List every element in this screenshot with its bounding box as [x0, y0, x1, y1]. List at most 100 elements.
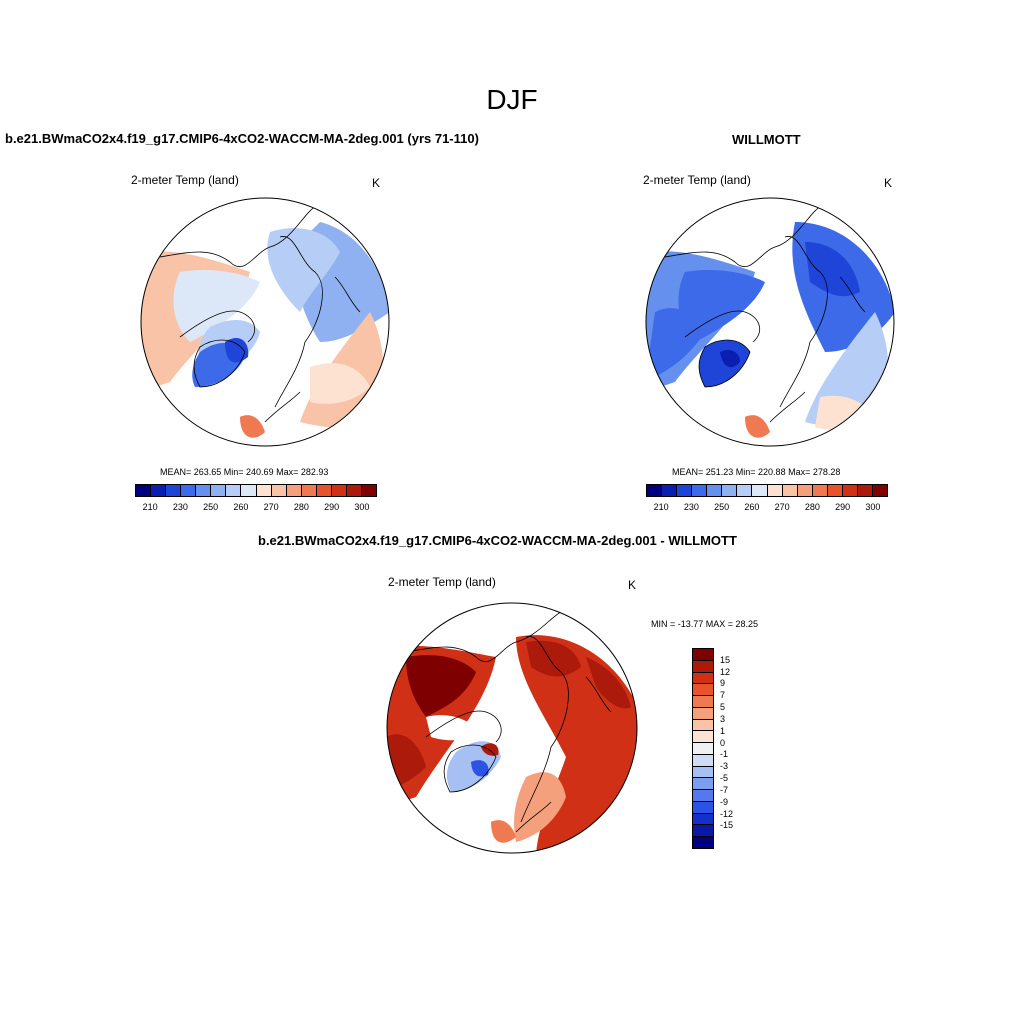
colorbar-swatch [693, 660, 713, 673]
obs-europe-region [745, 415, 770, 438]
colorbar-swatch [812, 485, 828, 496]
colorbar-swatch [797, 485, 813, 496]
colorbar-tick-label: -5 [720, 773, 729, 784]
colorbar-swatch [693, 649, 713, 661]
colorbar-swatch [361, 485, 376, 496]
diff-stats-text: MIN = -13.77 MAX = 28.25 [651, 619, 759, 629]
colorbar-tick-label: 280 [293, 502, 309, 512]
model-stats-text: MEAN= 263.65 Min= 240.69 Max= 282.93 [160, 467, 329, 477]
colorbar-tick-label: 230 [683, 502, 699, 512]
colorbar-tick-label: 15 [720, 654, 731, 665]
colorbar-swatch [767, 485, 783, 496]
colorbar-tick-label: 300 [865, 502, 881, 512]
colorbar-swatch [662, 485, 678, 496]
colorbar-swatch [693, 743, 713, 755]
colorbar-tick-label: -3 [720, 761, 729, 772]
colorbar-swatch [166, 485, 182, 496]
colorbar-tick-label: 290 [835, 502, 851, 512]
colorbar-tick-label: 3 [720, 713, 726, 724]
colorbar-tick-label: 12 [720, 666, 731, 677]
colorbar-swatch [693, 778, 713, 791]
colorbar-swatch [241, 485, 257, 496]
colorbar-tick-label: 270 [263, 502, 279, 512]
colorbar-tick-label: 270 [774, 502, 790, 512]
diff-panel-title: b.e21.BWmaCO2x4.f19_g17.CMIP6-4xCO2-WACC… [258, 533, 737, 548]
colorbar-tick-label: 7 [720, 690, 726, 701]
colorbar-tick-label: 210 [653, 502, 669, 512]
colorbar-swatch [752, 485, 768, 496]
colorbar-tick-label: -15 [720, 820, 734, 831]
colorbar-swatch [693, 837, 713, 849]
model-variable-label: 2-meter Temp (land) [131, 173, 239, 187]
colorbar-swatch [872, 485, 887, 496]
diff-coastlines [405, 611, 612, 833]
colorbar-swatch [827, 485, 843, 496]
model-colorbar [135, 484, 377, 497]
colorbar-tick-label: 0 [720, 737, 726, 748]
colorbar-swatch [693, 719, 713, 732]
colorbar-swatch [211, 485, 227, 496]
obs-canada-region [678, 270, 765, 342]
colorbar-swatch [226, 485, 242, 496]
colorbar-swatch [136, 485, 152, 496]
model-polar-map [140, 197, 390, 447]
model-units-label: K [372, 176, 381, 190]
colorbar-tick-label: 250 [714, 502, 730, 512]
colorbar-swatch [677, 485, 693, 496]
colorbar-swatch [693, 790, 713, 802]
colorbar-swatch [331, 485, 347, 496]
colorbar-swatch [692, 485, 708, 496]
colorbar-swatch [256, 485, 272, 496]
obs-colorbar [646, 484, 888, 497]
model-panel-title: b.e21.BWmaCO2x4.f19_g17.CMIP6-4xCO2-WACC… [5, 131, 479, 146]
colorbar-swatch [693, 754, 713, 767]
diff-units-label: K [628, 578, 637, 592]
colorbar-tick-label: 1 [720, 725, 726, 736]
colorbar-swatch [722, 485, 738, 496]
colorbar-swatch [693, 672, 713, 685]
colorbar-tick-label: 290 [324, 502, 340, 512]
colorbar-swatch [286, 485, 302, 496]
obs-units-label: K [884, 176, 893, 190]
model-colorbar-ticks: 210 230 250 260 270 280 290 300 [135, 502, 377, 514]
colorbar-tick-label: 260 [744, 502, 760, 512]
obs-coastlines [664, 206, 866, 423]
diff-variable-label: 2-meter Temp (land) [388, 575, 496, 589]
diff-colorbar [692, 648, 714, 849]
colorbar-tick-label: 5 [720, 702, 726, 713]
colorbar-tick-label: -9 [720, 796, 729, 807]
colorbar-swatch [857, 485, 873, 496]
diff-colorbar-labels: 15 12 9 7 5 3 1 0 -1 -3 -5 -7 -9 -12 -15 [720, 648, 750, 849]
colorbar-swatch [693, 813, 713, 826]
colorbar-swatch [693, 801, 713, 814]
colorbar-swatch [693, 766, 713, 779]
colorbar-swatch [782, 485, 798, 496]
colorbar-tick-label: 300 [354, 502, 370, 512]
obs-stats-text: MEAN= 251.23 Min= 220.88 Max= 278.28 [672, 467, 841, 477]
colorbar-tick-label: 9 [720, 678, 726, 689]
colorbar-tick-label: 210 [142, 502, 158, 512]
colorbar-swatch [707, 485, 723, 496]
colorbar-swatch [693, 696, 713, 708]
obs-variable-label: 2-meter Temp (land) [643, 173, 751, 187]
colorbar-swatch [301, 485, 317, 496]
colorbar-swatch [693, 731, 713, 744]
colorbar-tick-label: 250 [203, 502, 219, 512]
colorbar-tick-label: -7 [720, 784, 729, 795]
colorbar-swatch [693, 684, 713, 697]
diff-polar-map [386, 602, 638, 854]
colorbar-tick-label: 230 [172, 502, 188, 512]
colorbar-swatch [842, 485, 858, 496]
colorbar-swatch [316, 485, 332, 496]
model-canada-region [173, 270, 260, 342]
obs-colorbar-ticks: 210 230 250 260 270 280 290 300 [646, 502, 888, 514]
model-europe-region [240, 415, 265, 438]
colorbar-swatch [693, 825, 713, 838]
colorbar-swatch [346, 485, 362, 496]
colorbar-tick-label: -12 [720, 808, 734, 819]
colorbar-swatch [196, 485, 212, 496]
figure-title: DJF [486, 84, 538, 115]
colorbar-tick-label: 260 [233, 502, 249, 512]
colorbar-swatch [737, 485, 753, 496]
diff-scandinavia-region [514, 772, 566, 842]
